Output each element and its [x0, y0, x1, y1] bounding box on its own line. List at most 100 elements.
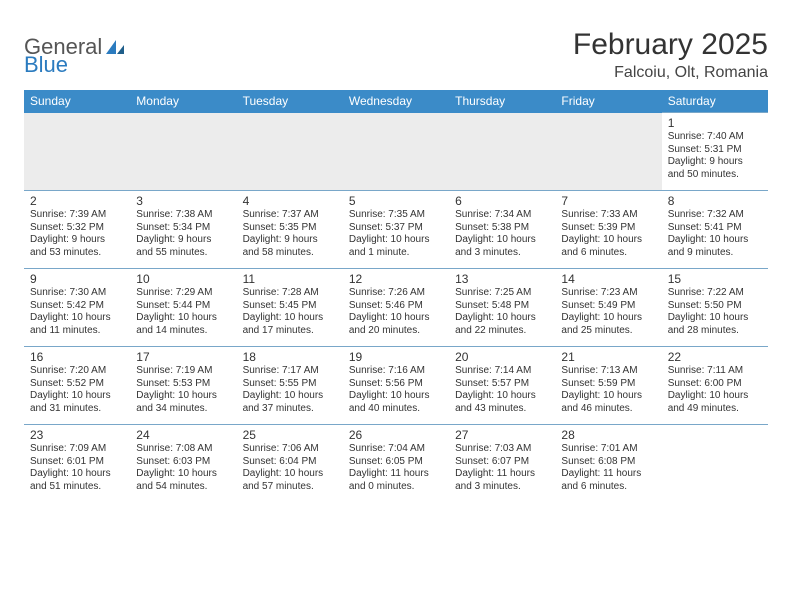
day-number: 25	[243, 428, 337, 442]
daylight-line: Daylight: 10 hours and 17 minutes.	[243, 312, 337, 337]
daylight-line: Daylight: 10 hours and 31 minutes.	[30, 390, 124, 415]
day-number: 16	[30, 350, 124, 364]
sunset-line: Sunset: 6:08 PM	[561, 456, 655, 469]
logo-sail-icon	[104, 38, 126, 56]
calendar-body: 1Sunrise: 7:40 AMSunset: 5:31 PM Daylight…	[24, 113, 768, 503]
daylight-line: Daylight: 9 hours and 55 minutes.	[136, 234, 230, 259]
weekday-header-row: Sunday Monday Tuesday Wednesday Thursday…	[24, 90, 768, 113]
day-number: 15	[668, 272, 762, 286]
calendar-cell: 13Sunrise: 7:25 AMSunset: 5:48 PMDayligh…	[449, 269, 555, 347]
calendar-cell: 15Sunrise: 7:22 AMSunset: 5:50 PMDayligh…	[662, 269, 768, 347]
month-title: February 2025	[573, 28, 768, 62]
sunset-line: Sunset: 6:03 PM	[136, 456, 230, 469]
calendar-cell: 25Sunrise: 7:06 AMSunset: 6:04 PMDayligh…	[237, 425, 343, 503]
calendar-cell: 17Sunrise: 7:19 AMSunset: 5:53 PMDayligh…	[130, 347, 236, 425]
empty-cell	[130, 113, 236, 191]
calendar-cell: 14Sunrise: 7:23 AMSunset: 5:49 PMDayligh…	[555, 269, 661, 347]
weekday-saturday: Saturday	[662, 90, 768, 113]
calendar-cell: 28Sunrise: 7:01 AMSunset: 6:08 PMDayligh…	[555, 425, 661, 503]
sunrise-line: Sunrise: 7:35 AM	[349, 209, 443, 222]
daylight-line: Daylight: 10 hours and 49 minutes.	[668, 390, 762, 415]
sunrise-line: Sunrise: 7:03 AM	[455, 443, 549, 456]
calendar-cell: 3Sunrise: 7:38 AMSunset: 5:34 PMDaylight…	[130, 191, 236, 269]
daylight-line: Daylight: 11 hours and 0 minutes.	[349, 468, 443, 493]
sunset-line: Sunset: 6:01 PM	[30, 456, 124, 469]
daylight-line: Daylight: 10 hours and 11 minutes.	[30, 312, 124, 337]
calendar-cell: 4Sunrise: 7:37 AMSunset: 5:35 PMDaylight…	[237, 191, 343, 269]
location-text: Falcoiu, Olt, Romania	[573, 64, 768, 82]
sunset-line: Sunset: 5:35 PM	[243, 222, 337, 235]
daylight-line: Daylight: 10 hours and 40 minutes.	[349, 390, 443, 415]
sunset-line: Sunset: 5:57 PM	[455, 378, 549, 391]
sunrise-line: Sunrise: 7:28 AM	[243, 287, 337, 300]
sunrise-line: Sunrise: 7:16 AM	[349, 365, 443, 378]
daylight-line: Daylight: 10 hours and 37 minutes.	[243, 390, 337, 415]
calendar-cell: 9Sunrise: 7:30 AMSunset: 5:42 PMDaylight…	[24, 269, 130, 347]
day-number: 7	[561, 194, 655, 208]
sunrise-line: Sunrise: 7:33 AM	[561, 209, 655, 222]
sunset-line: Sunset: 5:37 PM	[349, 222, 443, 235]
empty-cell	[449, 113, 555, 191]
sunset-line: Sunset: 6:07 PM	[455, 456, 549, 469]
calendar-cell: 12Sunrise: 7:26 AMSunset: 5:46 PMDayligh…	[343, 269, 449, 347]
empty-cell	[343, 113, 449, 191]
daylight-line: Daylight: 10 hours and 25 minutes.	[561, 312, 655, 337]
day-number: 8	[668, 194, 762, 208]
sunrise-line: Sunrise: 7:17 AM	[243, 365, 337, 378]
empty-cell	[24, 113, 130, 191]
daylight-line: Daylight: 10 hours and 46 minutes.	[561, 390, 655, 415]
header: General February 2025 Falcoiu, Olt, Roma…	[24, 28, 768, 82]
sunrise-line: Sunrise: 7:22 AM	[668, 287, 762, 300]
day-number: 14	[561, 272, 655, 286]
daylight-line: Daylight: 10 hours and 20 minutes.	[349, 312, 443, 337]
sunrise-line: Sunrise: 7:29 AM	[136, 287, 230, 300]
sunrise-line: Sunrise: 7:23 AM	[561, 287, 655, 300]
sunset-line: Sunset: 5:38 PM	[455, 222, 549, 235]
sunset-line: Sunset: 5:52 PM	[30, 378, 124, 391]
calendar-table: Sunday Monday Tuesday Wednesday Thursday…	[24, 90, 768, 503]
sunset-line: Sunset: 5:32 PM	[30, 222, 124, 235]
day-number: 22	[668, 350, 762, 364]
day-number: 11	[243, 272, 337, 286]
day-number: 5	[349, 194, 443, 208]
day-number: 18	[243, 350, 337, 364]
sunrise-line: Sunrise: 7:19 AM	[136, 365, 230, 378]
daylight-line: Daylight: 10 hours and 51 minutes.	[30, 468, 124, 493]
day-number: 23	[30, 428, 124, 442]
day-number: 6	[455, 194, 549, 208]
day-number: 20	[455, 350, 549, 364]
day-number: 24	[136, 428, 230, 442]
sunset-line: Sunset: 5:48 PM	[455, 300, 549, 313]
day-number: 13	[455, 272, 549, 286]
day-number: 12	[349, 272, 443, 286]
daylight-line: Daylight: 10 hours and 3 minutes.	[455, 234, 549, 259]
sunrise-line: Sunrise: 7:40 AM	[668, 131, 762, 144]
calendar-cell: 10Sunrise: 7:29 AMSunset: 5:44 PMDayligh…	[130, 269, 236, 347]
sunrise-line: Sunrise: 7:14 AM	[455, 365, 549, 378]
sunset-line: Sunset: 5:55 PM	[243, 378, 337, 391]
sunrise-line: Sunrise: 7:26 AM	[349, 287, 443, 300]
daylight-line: Daylight: 10 hours and 57 minutes.	[243, 468, 337, 493]
day-number: 26	[349, 428, 443, 442]
sunrise-line: Sunrise: 7:37 AM	[243, 209, 337, 222]
sunrise-line: Sunrise: 7:39 AM	[30, 209, 124, 222]
calendar-cell: 22Sunrise: 7:11 AMSunset: 6:00 PMDayligh…	[662, 347, 768, 425]
weekday-wednesday: Wednesday	[343, 90, 449, 113]
calendar-cell: 21Sunrise: 7:13 AMSunset: 5:59 PMDayligh…	[555, 347, 661, 425]
day-number: 9	[30, 272, 124, 286]
daylight-line: Daylight: 10 hours and 34 minutes.	[136, 390, 230, 415]
calendar-cell: 8Sunrise: 7:32 AMSunset: 5:41 PMDaylight…	[662, 191, 768, 269]
day-number: 21	[561, 350, 655, 364]
sunset-line: Sunset: 5:53 PM	[136, 378, 230, 391]
sunset-line: Sunset: 5:44 PM	[136, 300, 230, 313]
day-number: 1	[668, 116, 762, 130]
weekday-thursday: Thursday	[449, 90, 555, 113]
calendar-cell: 7Sunrise: 7:33 AMSunset: 5:39 PMDaylight…	[555, 191, 661, 269]
sunrise-line: Sunrise: 7:13 AM	[561, 365, 655, 378]
sunrise-line: Sunrise: 7:08 AM	[136, 443, 230, 456]
logo-word-blue: Blue	[24, 52, 68, 78]
day-number: 3	[136, 194, 230, 208]
sunset-line: Sunset: 6:00 PM	[668, 378, 762, 391]
sunset-line: Sunset: 5:46 PM	[349, 300, 443, 313]
sunset-line: Sunset: 5:31 PM	[668, 144, 762, 157]
